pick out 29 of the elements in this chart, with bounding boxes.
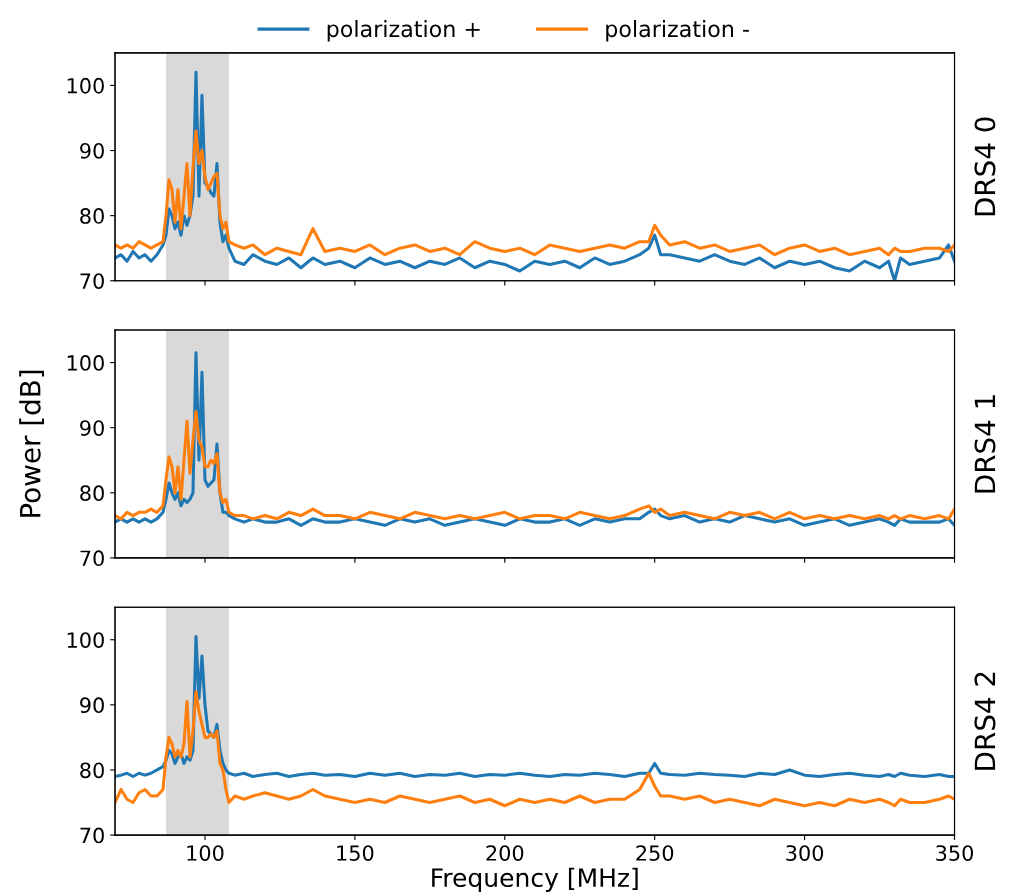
y-tick-label: 100 — [67, 355, 104, 371]
y-tick-label: 70 — [80, 827, 104, 844]
y2-axis-title: DRS4 1 — [974, 395, 996, 493]
y-tick-label: 80 — [80, 208, 104, 224]
y-tick-label: 70 — [80, 550, 104, 567]
line-series — [115, 129, 955, 257]
y-tick-label: 90 — [80, 697, 104, 714]
y-tick-label: 100 — [67, 77, 104, 94]
x-tick-label: 100 — [187, 845, 224, 861]
x-axis-title: Frequency [MHz] — [432, 867, 638, 892]
line-series — [115, 409, 955, 521]
y2-axis-title: DRS4 0 — [974, 117, 996, 216]
legend-label: polarization + — [327, 20, 480, 42]
y-axis-title: Power [dB] — [19, 370, 44, 517]
x-tick-label: 200 — [486, 845, 524, 861]
y-tick-label: 90 — [80, 420, 104, 436]
x-tick-label: 150 — [337, 845, 374, 861]
y-tick-label: 70 — [80, 273, 104, 289]
y-tick-label: 90 — [80, 142, 104, 159]
line-series — [115, 634, 955, 778]
x-tick-label: 300 — [786, 845, 824, 861]
legend-label: polarization - — [606, 20, 749, 42]
y-tick-label: 80 — [80, 485, 104, 502]
x-tick-label: 350 — [936, 845, 974, 861]
y2-axis-title: DRS4 2 — [974, 672, 996, 770]
line-series — [115, 690, 955, 808]
y-tick-label: 100 — [67, 632, 104, 648]
y-tick-label: 80 — [80, 762, 104, 779]
x-tick-label: 250 — [636, 845, 674, 861]
